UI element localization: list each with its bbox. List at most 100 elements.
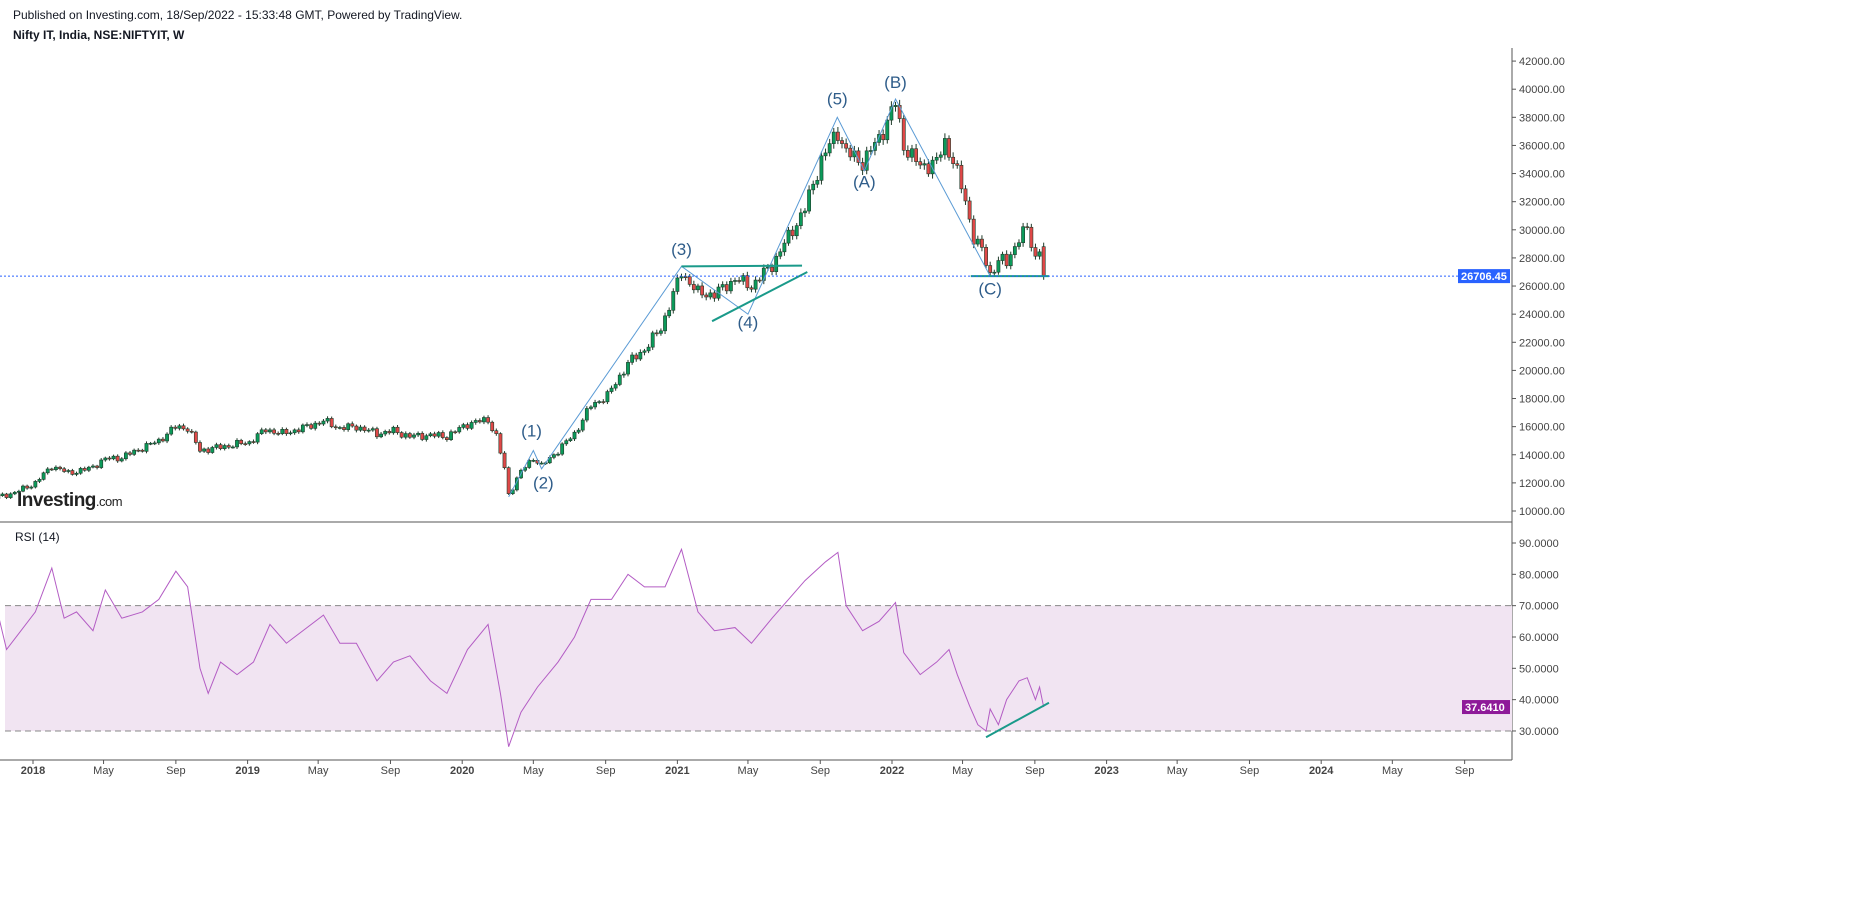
candle-up — [169, 426, 174, 435]
candle-down — [1029, 226, 1034, 248]
candle-up — [1037, 251, 1042, 257]
candle-down — [963, 188, 968, 202]
candle-down — [691, 284, 696, 291]
candle-up — [78, 468, 83, 474]
candle-up — [428, 433, 433, 437]
time-tick-label: 2023 — [1094, 765, 1118, 777]
candle-up — [556, 453, 560, 456]
candle-down — [58, 466, 62, 470]
candle-down — [136, 449, 141, 452]
candle-down — [967, 200, 972, 220]
candle-down — [440, 432, 445, 438]
candle-down — [161, 438, 165, 442]
candle-up — [165, 433, 169, 442]
candle-up — [103, 457, 108, 461]
candle-down — [251, 441, 256, 443]
candle-up — [576, 429, 581, 433]
time-tick-label: 2022 — [880, 765, 904, 777]
candle-up — [564, 440, 569, 445]
candle-up — [144, 443, 149, 452]
rsi-tick-label: 60.0000 — [1519, 632, 1559, 644]
candle-up — [630, 354, 635, 363]
candle-up — [91, 465, 95, 468]
candle-up — [560, 443, 565, 455]
logo-suffix: .com — [95, 494, 123, 509]
candle-up — [893, 105, 898, 107]
candle-up — [148, 442, 153, 445]
candle-down — [486, 417, 490, 423]
candle-up — [761, 267, 766, 281]
price-tick-label: 42000.00 — [1519, 56, 1565, 68]
candle-up — [794, 225, 799, 237]
candle-up — [412, 434, 416, 438]
candle-up — [202, 448, 206, 452]
time-tick-label: May — [1382, 765, 1403, 777]
candle-up — [626, 362, 630, 375]
candle-up — [346, 423, 351, 430]
price-tick-label: 30000.00 — [1519, 225, 1565, 237]
price-tick-label: 28000.00 — [1519, 253, 1565, 265]
candle-down — [395, 426, 400, 433]
candle-up — [823, 152, 828, 157]
wave-label: (A) — [853, 173, 876, 192]
candle-up — [922, 163, 927, 166]
candle-up — [807, 189, 811, 212]
candle-up — [86, 466, 91, 471]
price-tick-label: 24000.00 — [1519, 309, 1565, 321]
candle-up — [621, 373, 626, 376]
rsi-tick-label: 70.0000 — [1519, 601, 1559, 613]
candle-down — [749, 287, 754, 290]
candle-down — [243, 443, 248, 445]
candle-down — [193, 431, 198, 443]
candle-down — [601, 401, 606, 403]
candle-down — [654, 332, 659, 335]
candle-down — [1041, 246, 1046, 277]
candle-up — [313, 422, 318, 429]
time-tick-label: Sep — [1455, 765, 1475, 777]
candle-down — [844, 143, 849, 149]
candle-up — [210, 447, 215, 453]
candle-down — [700, 285, 704, 296]
candle-up — [885, 119, 890, 141]
logo-main: Investing — [17, 490, 96, 511]
rsi-tick-label: 80.0000 — [1519, 569, 1559, 581]
time-tick-label: May — [738, 765, 759, 777]
candle-down — [140, 449, 145, 452]
time-tick-label: 2021 — [665, 765, 689, 777]
candle-up — [741, 275, 746, 282]
candle-down — [181, 425, 186, 430]
candle-up — [338, 427, 342, 429]
candle-up — [379, 433, 383, 438]
candle-up — [996, 260, 1001, 273]
candle-up — [482, 417, 486, 423]
candle-down — [881, 134, 886, 141]
candle-up — [473, 420, 478, 423]
candle-down — [333, 426, 338, 429]
candle-down — [490, 421, 495, 432]
candle-down — [988, 265, 993, 273]
candle-down — [683, 276, 688, 278]
candle-up — [659, 330, 663, 334]
candle-down — [757, 279, 762, 282]
candle-down — [1025, 226, 1030, 229]
candle-up — [671, 291, 676, 311]
price-tick-label: 18000.00 — [1519, 394, 1565, 406]
candle-up — [831, 131, 836, 144]
candle-down — [445, 437, 449, 440]
wave-label: (5) — [827, 90, 848, 109]
candle-up — [696, 285, 700, 291]
candle-down — [947, 138, 951, 158]
last-price-label: 26706.45 — [1461, 271, 1507, 283]
wave-label: (2) — [533, 474, 554, 493]
candle-down — [498, 433, 503, 454]
candle-down — [737, 280, 742, 282]
candle-up — [469, 422, 474, 429]
candle-down — [342, 427, 346, 430]
candle-up — [934, 156, 939, 161]
candle-up — [391, 426, 396, 434]
rsi-trend-line — [985, 701, 1050, 739]
candle-down — [198, 442, 202, 452]
candle-up — [938, 154, 943, 158]
candle-up — [868, 150, 873, 152]
